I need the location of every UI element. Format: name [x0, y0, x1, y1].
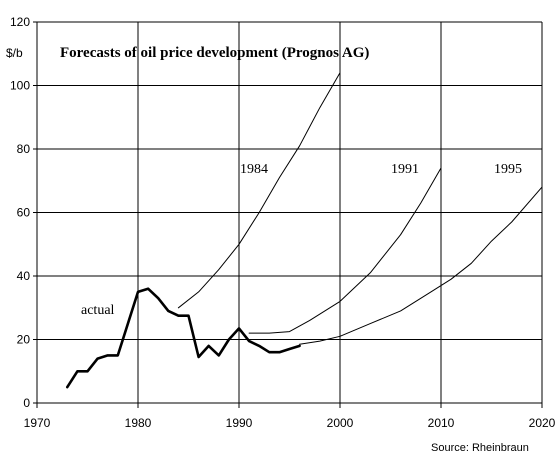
axes: 0 20 40 60 80 100 120 1970 1980 1990 2000 2010 2020: [10, 15, 556, 430]
x-tick-label: 1970: [24, 416, 51, 430]
series-label-actual: actual: [81, 303, 115, 318]
y-tick-label: 80: [17, 142, 31, 156]
y-tick-label: 40: [17, 269, 31, 283]
series-label-1991: 1991: [391, 162, 419, 177]
y-tick-label: 60: [17, 206, 31, 220]
series-label-1984: 1984: [240, 162, 268, 177]
series-line-actual: [66, 287, 301, 389]
x-tick-label: 1990: [226, 416, 253, 430]
y-tick-label: 100: [10, 79, 30, 93]
y-axis-unit: $/b: [6, 46, 23, 60]
y-tick-label: 120: [10, 15, 30, 29]
series-line-1984: [177, 72, 341, 309]
series-lines: [66, 72, 543, 389]
series-line-1995: [299, 186, 543, 345]
source-label: Source: Rheinbraun: [431, 442, 529, 454]
chart-title: Forecasts of oil price development (Prog…: [60, 45, 369, 61]
y-tick-label: 20: [17, 333, 31, 347]
x-tick-label: 1980: [125, 416, 152, 430]
grid-lines: [36, 21, 543, 404]
x-tick-label: 2020: [529, 416, 556, 430]
y-tick-label: 0: [23, 396, 30, 410]
series-label-1995: 1995: [494, 162, 522, 177]
x-tick-label: 2010: [428, 416, 455, 430]
labels: Forecasts of oil price development (Prog…: [6, 45, 529, 454]
series-line-1991: [248, 167, 442, 334]
x-tick-label: 2000: [327, 416, 354, 430]
